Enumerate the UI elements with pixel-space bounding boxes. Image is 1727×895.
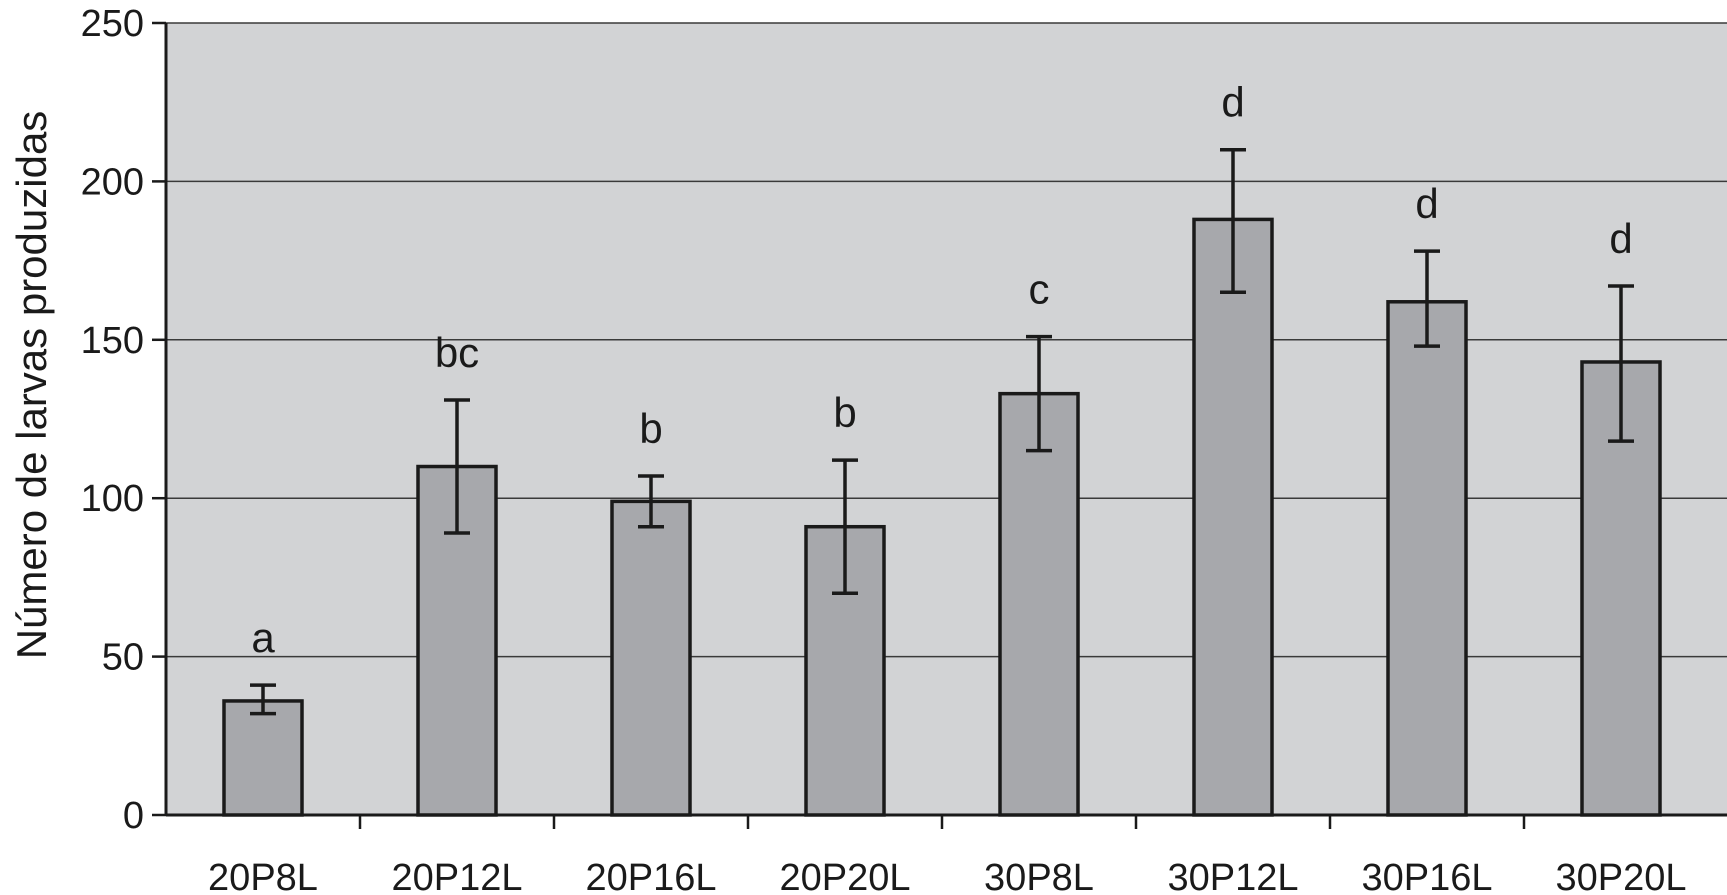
x-category-label: 20P20L: [779, 857, 910, 895]
y-tick-label: 0: [123, 795, 144, 837]
significance-letter: d: [1415, 180, 1438, 227]
y-tick-label: 100: [81, 478, 144, 520]
x-category-label: 20P16L: [585, 857, 716, 895]
x-category-label: 30P16L: [1361, 857, 1492, 895]
y-tick-label: 200: [81, 161, 144, 203]
significance-letter: c: [1029, 266, 1050, 313]
x-category-label: 30P20L: [1555, 857, 1686, 895]
significance-letter: b: [639, 405, 662, 452]
bar: [998, 391, 1080, 817]
y-tick-label: 150: [81, 320, 144, 362]
y-tick-label: 250: [81, 3, 144, 45]
significance-letter: d: [1609, 215, 1632, 262]
y-tick-label: 50: [102, 637, 144, 679]
x-category-label: 20P12L: [391, 857, 522, 895]
significance-letter: a: [251, 614, 275, 661]
bars: [222, 147, 1662, 817]
x-category-label: 20P8L: [208, 857, 318, 895]
significance-letter: d: [1221, 79, 1244, 126]
x-category-label: 30P8L: [984, 857, 1094, 895]
bar: [610, 499, 692, 817]
bar: [1386, 300, 1468, 817]
significance-letter: bc: [435, 329, 479, 376]
bar: [222, 699, 304, 817]
bar: [1192, 217, 1274, 817]
x-category-label: 30P12L: [1167, 857, 1298, 895]
significance-letter: b: [833, 389, 856, 436]
plot-area-background: [166, 23, 1727, 815]
labels: 0 50 100 150 200 250 a 20P8L bc 20P12L b 20P16L b 20P…: [81, 3, 1687, 895]
axes: [152, 21, 1727, 829]
y-axis-title: Número de larvas produzidas: [8, 111, 55, 660]
